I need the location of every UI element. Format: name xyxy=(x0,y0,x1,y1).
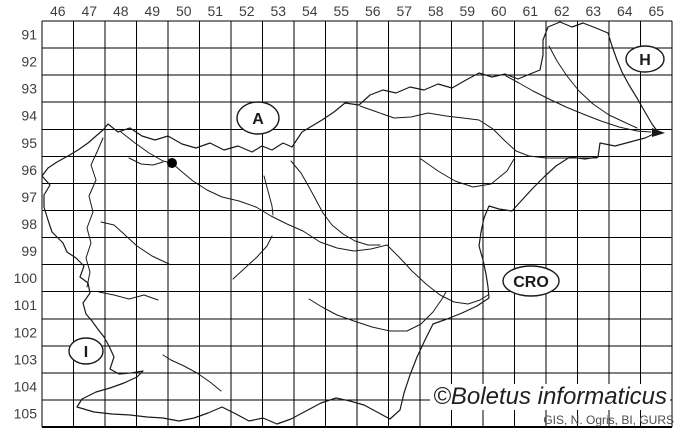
col-label-54: 54 xyxy=(302,3,318,19)
italy-label-ellipse xyxy=(68,337,104,365)
country-labels: A H CRO I xyxy=(68,45,665,365)
col-label-63: 63 xyxy=(585,3,601,19)
row-label-102: 102 xyxy=(14,324,38,340)
col-label-65: 65 xyxy=(648,3,664,19)
hungary-label: H xyxy=(639,52,651,69)
col-label-50: 50 xyxy=(176,3,192,19)
grid-row-labels: 91 92 93 94 95 96 97 98 99 100 101 102 103 104 105 xyxy=(14,27,38,422)
col-label-57: 57 xyxy=(396,3,412,19)
croatia-label-ellipse xyxy=(502,265,560,297)
row-label-93: 93 xyxy=(21,81,37,97)
col-label-47: 47 xyxy=(81,3,97,19)
col-label-58: 58 xyxy=(428,3,444,19)
col-label-62: 62 xyxy=(554,3,570,19)
row-label-98: 98 xyxy=(21,216,37,232)
watermark-text: ©Boletus informaticus xyxy=(430,384,670,410)
col-label-49: 49 xyxy=(144,3,160,19)
row-label-103: 103 xyxy=(14,351,38,367)
hungary-label-ellipse xyxy=(625,45,665,73)
col-label-48: 48 xyxy=(113,3,129,19)
col-label-53: 53 xyxy=(270,3,286,19)
col-label-55: 55 xyxy=(333,3,349,19)
row-label-105: 105 xyxy=(14,406,38,422)
grid-column-labels: 46 47 48 49 50 51 52 53 54 55 56 57 58 59 60 61 62 63 64 65 xyxy=(50,3,664,19)
croatia-label: CRO xyxy=(513,274,549,291)
austria-label-ellipse xyxy=(236,101,280,135)
row-label-104: 104 xyxy=(14,378,38,394)
row-label-96: 96 xyxy=(21,162,37,178)
italy-label: I xyxy=(84,344,88,361)
row-label-91: 91 xyxy=(21,27,37,43)
row-label-95: 95 xyxy=(21,135,37,151)
row-label-99: 99 xyxy=(21,243,37,259)
col-label-59: 59 xyxy=(459,3,475,19)
grid-lines xyxy=(41,20,673,429)
rivers xyxy=(85,45,652,392)
row-label-94: 94 xyxy=(21,108,37,124)
col-label-46: 46 xyxy=(50,3,66,19)
occurrence-dot xyxy=(167,158,177,168)
east-border-tip xyxy=(652,128,665,137)
row-label-100: 100 xyxy=(14,270,38,286)
austria-label: A xyxy=(252,111,264,128)
slovenia-border-outline xyxy=(41,21,659,425)
row-label-101: 101 xyxy=(14,297,38,313)
col-label-56: 56 xyxy=(365,3,381,19)
row-label-92: 92 xyxy=(21,54,37,70)
col-label-61: 61 xyxy=(522,3,538,19)
col-label-51: 51 xyxy=(207,3,223,19)
row-label-97: 97 xyxy=(21,189,37,205)
col-label-52: 52 xyxy=(239,3,255,19)
col-label-64: 64 xyxy=(617,3,633,19)
data-sources-text: GIS, N. Ogris, BI, GURS xyxy=(543,413,674,427)
col-label-60: 60 xyxy=(491,3,507,19)
